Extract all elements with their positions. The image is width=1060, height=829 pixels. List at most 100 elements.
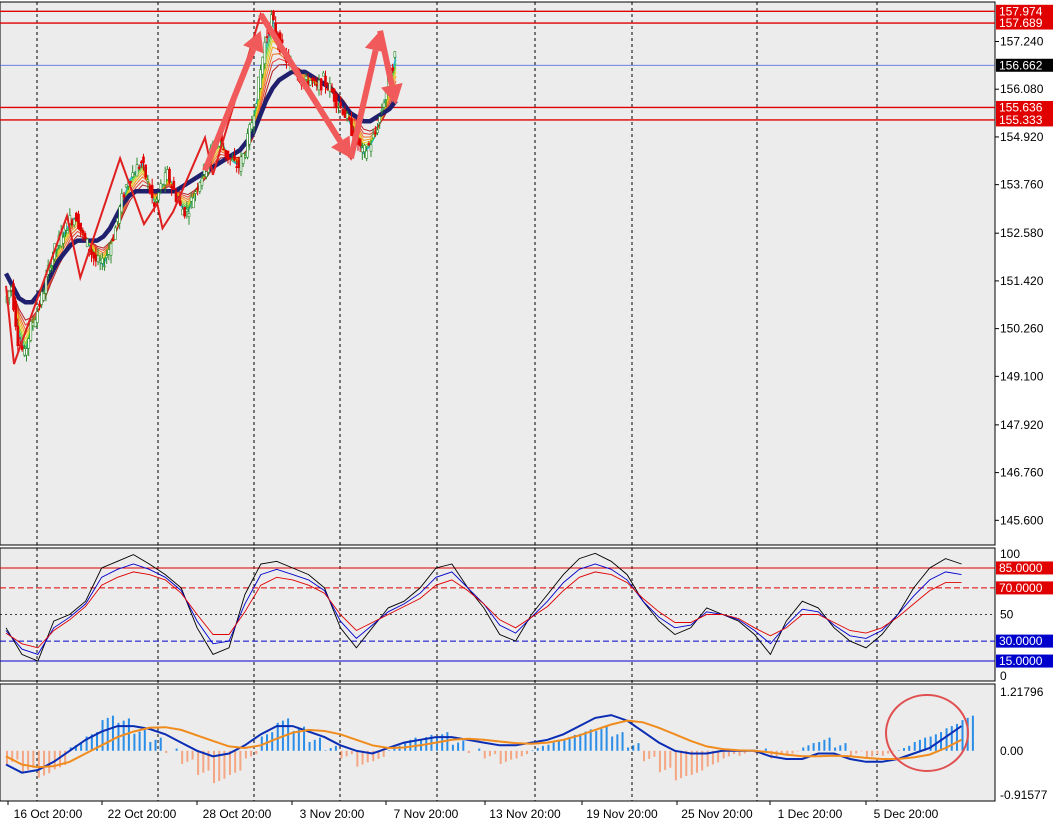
price-tick-label: 156.080 <box>1000 82 1044 96</box>
candle-body <box>120 193 124 213</box>
macd-histogram-bar <box>584 731 587 751</box>
macd-histogram-bar <box>127 718 130 751</box>
candle-body <box>194 191 197 194</box>
candle-body <box>29 321 33 341</box>
macd-histogram-bar <box>202 750 205 773</box>
macd-histogram-bar <box>250 750 253 757</box>
candle-body <box>33 319 37 328</box>
stochastic-panel[interactable]: 85.0000 70.0000 30.0000 15.0000 100 50 0 <box>0 547 1053 683</box>
time-tick-label: 13 Nov 20:00 <box>489 807 561 821</box>
macd-histogram-bar <box>366 750 369 763</box>
price-panel[interactable]: 157.240 156.080 154.920 153.760 152.580 151.4… <box>0 4 1053 527</box>
candle-body <box>114 227 117 240</box>
macd-histogram-bar <box>74 745 77 751</box>
time-tick-label: 16 Oct 20:00 <box>14 807 83 821</box>
candle-body <box>40 291 43 305</box>
macd-histogram-bar <box>48 750 51 774</box>
macd-histogram-bar <box>871 750 874 757</box>
macd-histogram-bar <box>839 745 842 751</box>
macd-histogram-bar <box>16 750 19 760</box>
macd-histogram-bar <box>812 743 815 751</box>
candle-body <box>107 249 111 255</box>
candle-body <box>339 102 342 107</box>
trend-arrow-shaft <box>258 12 343 143</box>
candle-body <box>378 116 381 123</box>
candle-body <box>142 156 145 164</box>
macd-histogram-bar <box>802 747 805 751</box>
macd-histogram-bar <box>154 739 157 751</box>
macd-histogram-bar <box>860 750 863 752</box>
macd-histogram-bar <box>897 750 900 751</box>
candle-body <box>371 134 375 139</box>
stoch-level-box <box>996 561 1053 575</box>
candle-body <box>254 103 258 108</box>
macd-histogram-bar <box>934 734 937 751</box>
candle-body <box>317 79 321 91</box>
candle-body <box>326 88 329 91</box>
candle-body <box>196 188 199 190</box>
candle-body <box>122 194 126 198</box>
trend-arrow-shaft <box>347 49 379 159</box>
candle-body <box>328 83 332 92</box>
macd-histogram-bar <box>191 750 194 760</box>
panel-1-background <box>0 1 996 546</box>
candle-body <box>322 72 325 77</box>
macd-histogram-bar <box>414 737 417 751</box>
macd-histogram-bar <box>520 750 523 757</box>
macd-histogram-bar <box>595 731 598 751</box>
macd-histogram-bar <box>324 750 327 751</box>
candle-body <box>36 311 39 323</box>
trend-arrow-head <box>381 83 403 105</box>
candle-body <box>166 169 169 180</box>
macd-histogram-bar <box>334 745 337 751</box>
candle-body <box>27 338 30 349</box>
macd-histogram-bar <box>85 736 88 751</box>
macd-histogram-bar <box>133 733 136 751</box>
stoch-line-1 <box>5 552 962 662</box>
candle-body <box>252 115 256 127</box>
macd-histogram-bar <box>292 731 295 751</box>
trend-arrow-head <box>243 30 264 54</box>
macd-histogram-bar <box>488 750 491 757</box>
macd-histogram-bar <box>961 720 964 751</box>
candle-body <box>224 149 228 158</box>
macd-panel[interactable]: 1.21796 0.00 -0.91577 <box>5 685 1048 802</box>
candle-body <box>31 322 35 326</box>
candle-body <box>350 118 353 136</box>
time-axis: 16 Oct 20:00 22 Oct 20:00 28 Oct 20:00 3 No… <box>7 801 939 821</box>
candle-body <box>189 196 193 202</box>
candle-body <box>79 222 82 232</box>
candle-body <box>205 171 208 177</box>
macd-histogram-bar <box>823 739 826 751</box>
candle-body <box>77 213 80 230</box>
macd-histogram-bar <box>361 750 364 765</box>
stoch-level-label: 70.0000 <box>999 581 1043 595</box>
macd-histogram-bar <box>234 750 237 773</box>
candle-body <box>335 93 338 109</box>
macd-histogram-bar <box>377 750 380 760</box>
time-tick-label: 25 Nov 20:00 <box>681 807 753 821</box>
candle-body <box>222 148 225 151</box>
macd-histogram-bar <box>441 734 444 751</box>
candle-body <box>324 75 327 87</box>
macd-histogram-bar <box>627 747 630 751</box>
trend-arrow-shaft <box>202 48 257 172</box>
candle-body <box>235 166 238 168</box>
candle-body <box>358 138 362 147</box>
macd-histogram-bar <box>727 750 730 757</box>
candle-body <box>94 254 98 262</box>
macd-histogram-bar <box>297 728 300 751</box>
macd-histogram-bar <box>955 723 958 751</box>
macd-histogram-bar <box>844 743 847 751</box>
candle-body <box>38 303 41 307</box>
candle-body <box>7 290 11 298</box>
candle-body <box>315 84 319 86</box>
candle-body <box>198 182 202 192</box>
macd-histogram-bar <box>743 750 746 754</box>
candle-body <box>239 156 243 172</box>
candle-body <box>250 122 254 130</box>
macd-histogram-bar <box>701 750 704 771</box>
macd-histogram-bar <box>345 750 348 757</box>
